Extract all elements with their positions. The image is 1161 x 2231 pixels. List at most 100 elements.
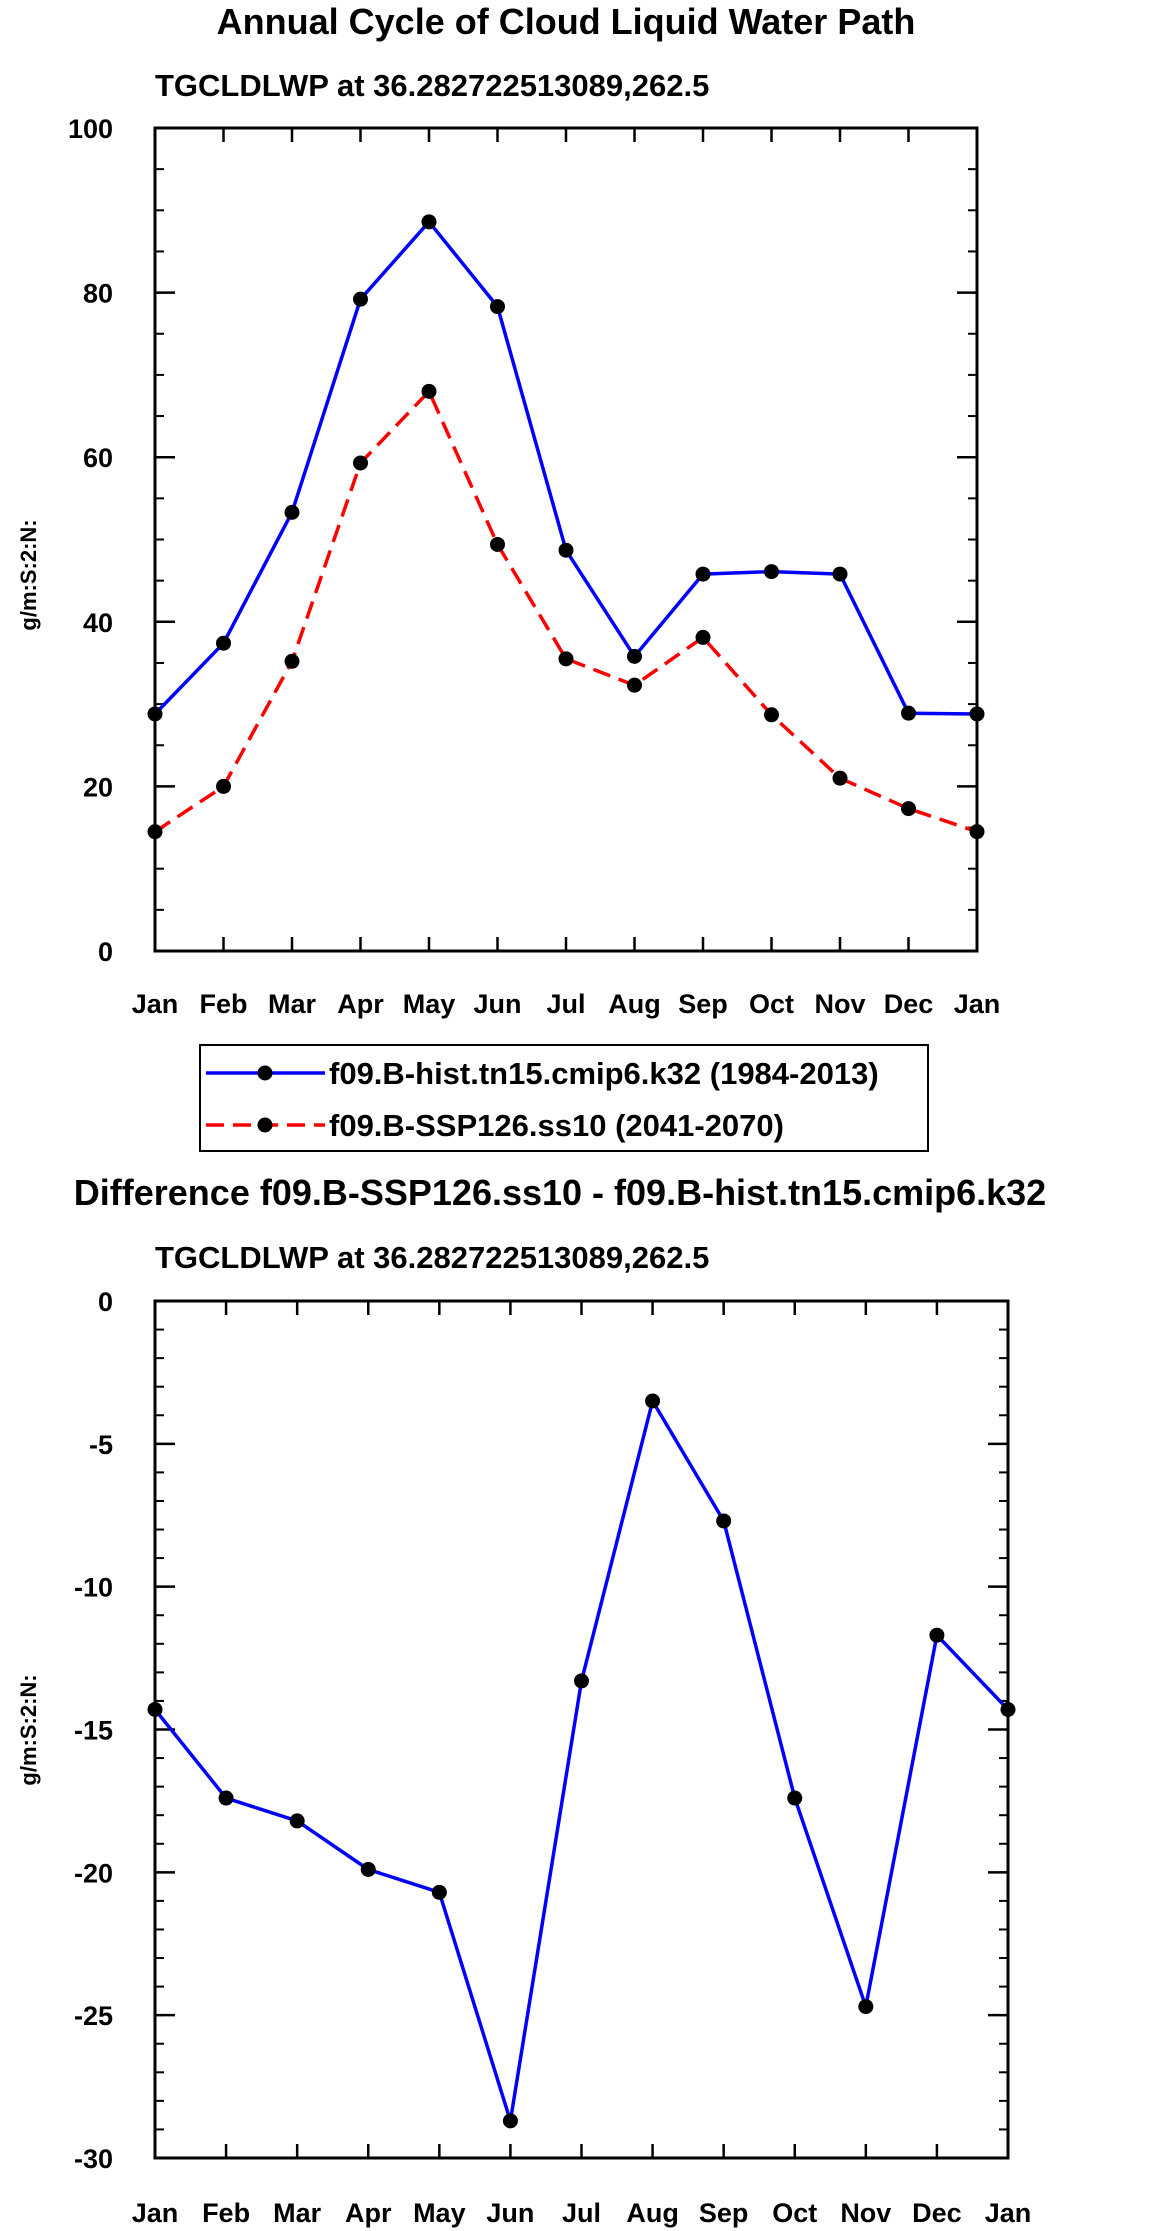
data-point: [627, 648, 642, 664]
chart-subtitle: TGCLDLWP at 36.282722513089,262.5: [155, 68, 709, 103]
data-point: [284, 504, 300, 520]
chart-difference: Difference f09.B-SSP126.ss10 - f09.B-his…: [16, 1172, 1046, 2228]
x-tick-label: Sep: [678, 989, 728, 1019]
y-axis-label: g/m:S:2:N:: [16, 1674, 41, 1785]
data-point: [695, 566, 711, 582]
x-tick-label: Jul: [562, 2198, 601, 2228]
data-point: [764, 564, 779, 580]
data-point: [695, 629, 711, 645]
y-tick-label: 40: [83, 608, 113, 638]
data-point: [901, 705, 916, 721]
x-tick-label: Mar: [268, 989, 317, 1019]
data-point: [218, 1790, 234, 1806]
plot-axes: Jan Feb Mar Apr May Jun Jul Aug Sep Oct Nov Dec Jan 0…: [68, 114, 1000, 1019]
legend-marker-hist: [257, 1065, 273, 1081]
x-tick-label: Apr: [337, 989, 384, 1019]
y-tick-label: -30: [74, 2144, 113, 2174]
data-point: [1000, 1702, 1016, 1718]
data-point: [716, 1513, 732, 1529]
x-tick-label: Jul: [546, 989, 585, 1019]
data-point: [901, 801, 916, 817]
x-tick-label: Nov: [840, 2198, 891, 2228]
plot-axes: Jan Feb Mar Apr May Jun Jul Aug Sep Oct Nov Dec Jan-…: [74, 1287, 1031, 2228]
data-point: [353, 455, 368, 471]
data-point: [627, 677, 642, 693]
y-tick-label: 60: [83, 443, 113, 473]
chart-title: Annual Cycle of Cloud Liquid Water Path: [217, 1, 916, 42]
data-point: [858, 1999, 874, 2015]
x-tick-label: Sep: [699, 2198, 749, 2228]
x-tick-label: Dec: [884, 989, 934, 1019]
chart-annual-cycle: Annual Cycle of Cloud Liquid Water Path …: [16, 1, 1000, 1152]
data-point: [969, 706, 985, 722]
data-point: [645, 1393, 661, 1409]
data-point: [574, 1673, 589, 1689]
data-point: [353, 291, 368, 307]
x-tick-label: Apr: [345, 2198, 392, 2228]
plot-marks: [147, 1393, 1016, 2129]
x-tick-label: Feb: [202, 2198, 250, 2228]
y-tick-label: 20: [83, 772, 113, 802]
x-tick-label: Jun: [473, 989, 521, 1019]
data-point: [490, 536, 505, 552]
x-tick-label: Feb: [199, 989, 247, 1019]
legend: f09.B-hist.tn15.cmip6.k32 (1984-2013) f0…: [199, 1044, 929, 1152]
data-point: [421, 383, 437, 399]
data-point: [832, 770, 848, 786]
plot-marks: [147, 214, 985, 840]
x-tick-label: May: [413, 2198, 466, 2228]
data-point: [147, 824, 163, 840]
y-tick-label: -10: [74, 1573, 113, 1603]
data-point: [216, 635, 231, 651]
y-tick-label: -5: [89, 1430, 113, 1460]
y-axis-label: g/m:S:2:N:: [16, 519, 41, 630]
data-point: [969, 824, 985, 840]
y-tick-label: -15: [74, 1716, 113, 1746]
data-point: [216, 778, 231, 794]
data-point: [284, 653, 300, 669]
x-tick-label: Dec: [912, 2198, 962, 2228]
y-tick-label: -25: [74, 2001, 113, 2031]
x-tick-label: May: [403, 989, 456, 1019]
data-point: [764, 707, 779, 723]
x-tick-label: Nov: [814, 989, 865, 1019]
x-tick-label: Jan: [132, 989, 179, 1019]
y-tick-label: -20: [74, 1858, 113, 1888]
legend-box: [199, 1044, 929, 1152]
legend-marker-ssp126: [257, 1117, 273, 1133]
x-tick-label: Jan: [985, 2198, 1032, 2228]
data-point: [431, 1884, 447, 1900]
x-tick-label: Oct: [749, 989, 794, 1019]
series-line-1: [154, 389, 978, 834]
chart-title: Difference f09.B-SSP126.ss10 - f09.B-his…: [74, 1172, 1046, 1213]
chart-subtitle: TGCLDLWP at 36.282722513089,262.5: [155, 1240, 709, 1275]
series-line-0: [153, 220, 978, 716]
legend-label-hist: f09.B-hist.tn15.cmip6.k32 (1984-2013): [329, 1056, 879, 1091]
series-line-0: [153, 1399, 1010, 2123]
x-tick-label: Jan: [132, 2198, 179, 2228]
data-point: [558, 651, 574, 667]
x-tick-label: Aug: [626, 2198, 678, 2228]
data-point: [289, 1813, 305, 1829]
y-tick-label: 80: [83, 279, 113, 309]
y-tick-label: 0: [98, 1287, 113, 1317]
data-point: [502, 2113, 518, 2129]
x-tick-label: Aug: [608, 989, 660, 1019]
y-tick-label: 100: [68, 114, 113, 144]
legend-label-ssp126: f09.B-SSP126.ss10 (2041-2070): [329, 1108, 784, 1143]
data-point: [421, 214, 437, 230]
data-point: [490, 299, 505, 315]
x-tick-label: Jan: [954, 989, 1001, 1019]
data-point: [147, 1702, 163, 1718]
x-tick-label: Jun: [486, 2198, 534, 2228]
data-point: [787, 1790, 803, 1806]
plot-frame: [153, 1299, 1010, 2160]
y-tick-label: 0: [98, 937, 113, 967]
data-point: [832, 566, 848, 582]
x-tick-label: Mar: [273, 2198, 322, 2228]
data-point: [558, 542, 574, 558]
x-tick-label: Oct: [772, 2198, 817, 2228]
data-point: [929, 1627, 945, 1643]
data-point: [147, 706, 163, 722]
